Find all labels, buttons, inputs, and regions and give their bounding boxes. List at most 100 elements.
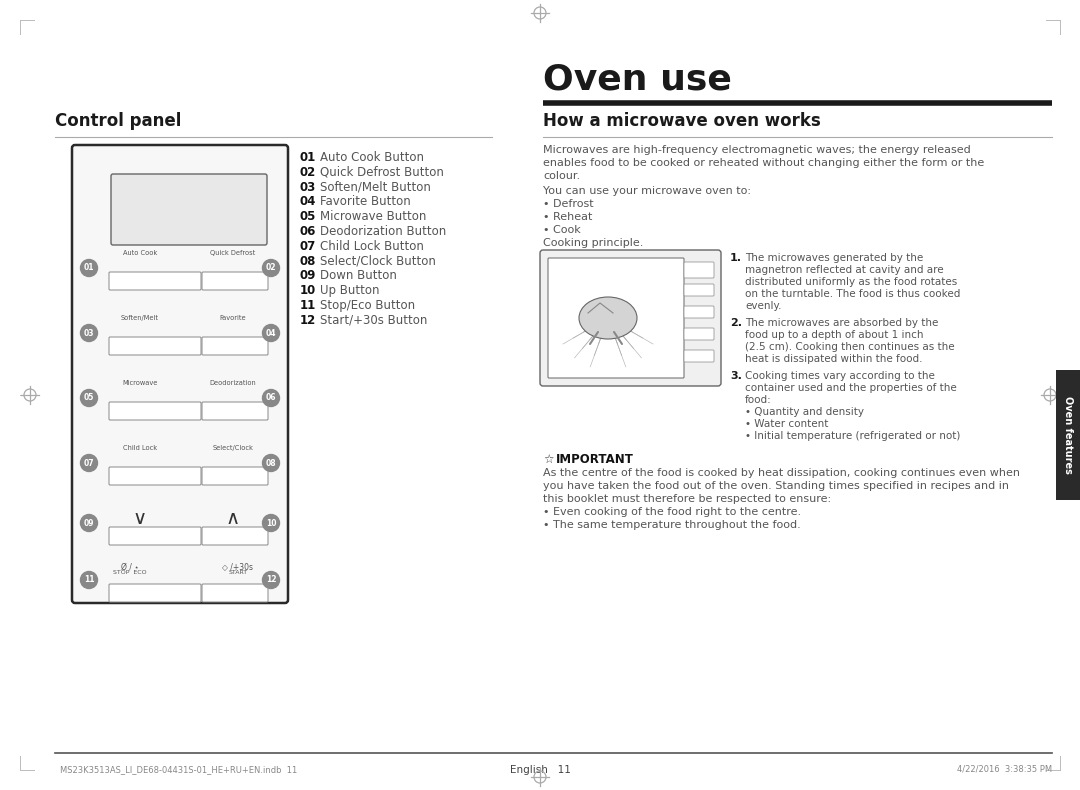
FancyBboxPatch shape xyxy=(684,306,714,318)
Text: 05: 05 xyxy=(84,393,94,402)
Text: magnetron reflected at cavity and are: magnetron reflected at cavity and are xyxy=(745,265,944,275)
Text: 01: 01 xyxy=(84,264,94,273)
Text: As the centre of the food is cooked by heat dissipation, cooking continues even : As the centre of the food is cooked by h… xyxy=(543,468,1020,478)
Circle shape xyxy=(262,259,280,276)
Text: The microwaves generated by the: The microwaves generated by the xyxy=(745,253,923,263)
Text: Select/Clock: Select/Clock xyxy=(213,445,254,451)
Text: Select/Clock Button: Select/Clock Button xyxy=(320,254,436,268)
Text: food up to a depth of about 1 inch: food up to a depth of about 1 inch xyxy=(745,330,923,340)
Text: 06: 06 xyxy=(266,393,276,402)
Text: The microwaves are absorbed by the: The microwaves are absorbed by the xyxy=(745,318,939,328)
Text: Down Button: Down Button xyxy=(320,269,396,282)
FancyBboxPatch shape xyxy=(548,258,684,378)
FancyBboxPatch shape xyxy=(202,527,268,545)
Text: food:: food: xyxy=(745,395,772,405)
FancyBboxPatch shape xyxy=(109,584,201,602)
Text: Cooking principle.: Cooking principle. xyxy=(543,238,644,248)
Circle shape xyxy=(81,454,97,472)
Text: you have taken the food out of the oven. Standing times specified in recipes and: you have taken the food out of the oven.… xyxy=(543,481,1009,491)
Text: • Reheat: • Reheat xyxy=(543,212,592,222)
Text: MS23K3513AS_LI_DE68-04431S-01_HE+RU+EN.indb  11: MS23K3513AS_LI_DE68-04431S-01_HE+RU+EN.i… xyxy=(60,765,297,774)
Text: ◇ /+30s: ◇ /+30s xyxy=(222,562,254,571)
Text: 06: 06 xyxy=(300,225,316,238)
FancyBboxPatch shape xyxy=(684,350,714,362)
Text: Child Lock: Child Lock xyxy=(123,445,157,451)
Text: Soften/Melt: Soften/Melt xyxy=(121,315,159,321)
Text: 4/22/2016  3:38:35 PM: 4/22/2016 3:38:35 PM xyxy=(957,765,1052,774)
FancyBboxPatch shape xyxy=(684,262,714,278)
FancyBboxPatch shape xyxy=(684,284,714,296)
Text: 01: 01 xyxy=(300,151,316,164)
Circle shape xyxy=(81,389,97,407)
Text: • Water content: • Water content xyxy=(745,419,828,429)
Circle shape xyxy=(262,571,280,589)
FancyBboxPatch shape xyxy=(109,272,201,290)
Text: 07: 07 xyxy=(83,458,94,468)
Text: container used and the properties of the: container used and the properties of the xyxy=(745,383,957,393)
Text: 02: 02 xyxy=(300,166,316,179)
Text: English   11: English 11 xyxy=(510,765,570,775)
Text: Up Button: Up Button xyxy=(320,284,379,297)
Text: colour.: colour. xyxy=(543,171,580,181)
Text: 05: 05 xyxy=(300,210,316,224)
FancyBboxPatch shape xyxy=(202,272,268,290)
Circle shape xyxy=(262,325,280,341)
Circle shape xyxy=(262,514,280,532)
FancyBboxPatch shape xyxy=(202,337,268,355)
Text: Auto Cook Button: Auto Cook Button xyxy=(320,151,424,164)
FancyBboxPatch shape xyxy=(202,584,268,602)
Text: 10: 10 xyxy=(266,518,276,528)
Text: 3.: 3. xyxy=(730,371,742,381)
Text: Stop/Eco Button: Stop/Eco Button xyxy=(320,299,415,312)
Circle shape xyxy=(262,454,280,472)
FancyBboxPatch shape xyxy=(72,145,288,603)
Text: Quick Defrost Button: Quick Defrost Button xyxy=(320,166,444,179)
Text: 2.: 2. xyxy=(730,318,742,328)
FancyBboxPatch shape xyxy=(684,328,714,340)
Text: Deodorization Button: Deodorization Button xyxy=(320,225,446,238)
Text: 02: 02 xyxy=(266,264,276,273)
FancyBboxPatch shape xyxy=(109,527,201,545)
Circle shape xyxy=(81,259,97,276)
Text: Ø / ⋆: Ø / ⋆ xyxy=(121,562,139,571)
Text: evenly.: evenly. xyxy=(745,301,782,311)
Text: Child Lock Button: Child Lock Button xyxy=(320,240,423,253)
Text: Favorite: Favorite xyxy=(219,315,246,321)
Text: (2.5 cm). Cooking then continues as the: (2.5 cm). Cooking then continues as the xyxy=(745,342,955,352)
Text: • Even cooking of the food right to the centre.: • Even cooking of the food right to the … xyxy=(543,507,801,517)
Text: 11: 11 xyxy=(300,299,316,312)
Text: 03: 03 xyxy=(300,181,316,194)
Ellipse shape xyxy=(579,297,637,339)
Text: Deodorization: Deodorization xyxy=(210,380,256,386)
FancyBboxPatch shape xyxy=(109,337,201,355)
Text: 10: 10 xyxy=(300,284,316,297)
FancyBboxPatch shape xyxy=(111,174,267,245)
Text: 12: 12 xyxy=(300,314,316,327)
Text: 09: 09 xyxy=(300,269,316,282)
Text: IMPORTANT: IMPORTANT xyxy=(556,453,634,466)
Text: 1.: 1. xyxy=(730,253,742,263)
Text: enables food to be cooked or reheated without changing either the form or the: enables food to be cooked or reheated wi… xyxy=(543,158,984,168)
Text: How a microwave oven works: How a microwave oven works xyxy=(543,112,821,130)
Circle shape xyxy=(262,389,280,407)
Text: Control panel: Control panel xyxy=(55,112,181,130)
Text: ∧: ∧ xyxy=(226,509,240,528)
Text: STOP  ECO: STOP ECO xyxy=(113,570,147,575)
Text: • Defrost: • Defrost xyxy=(543,199,594,209)
Circle shape xyxy=(81,571,97,589)
Text: • Initial temperature (refrigerated or not): • Initial temperature (refrigerated or n… xyxy=(745,431,960,441)
Text: Auto Cook: Auto Cook xyxy=(123,250,157,256)
Circle shape xyxy=(81,514,97,532)
FancyBboxPatch shape xyxy=(202,467,268,485)
Text: 04: 04 xyxy=(266,329,276,337)
Text: • Cook: • Cook xyxy=(543,225,581,235)
FancyBboxPatch shape xyxy=(1056,370,1080,500)
Text: Soften/Melt Button: Soften/Melt Button xyxy=(320,181,431,194)
Text: Microwave Button: Microwave Button xyxy=(320,210,427,224)
Text: Quick Defrost: Quick Defrost xyxy=(211,250,256,256)
Text: 11: 11 xyxy=(84,575,94,585)
FancyBboxPatch shape xyxy=(202,402,268,420)
Text: ∨: ∨ xyxy=(133,509,147,528)
Text: 08: 08 xyxy=(266,458,276,468)
Text: Oven use: Oven use xyxy=(543,62,732,96)
